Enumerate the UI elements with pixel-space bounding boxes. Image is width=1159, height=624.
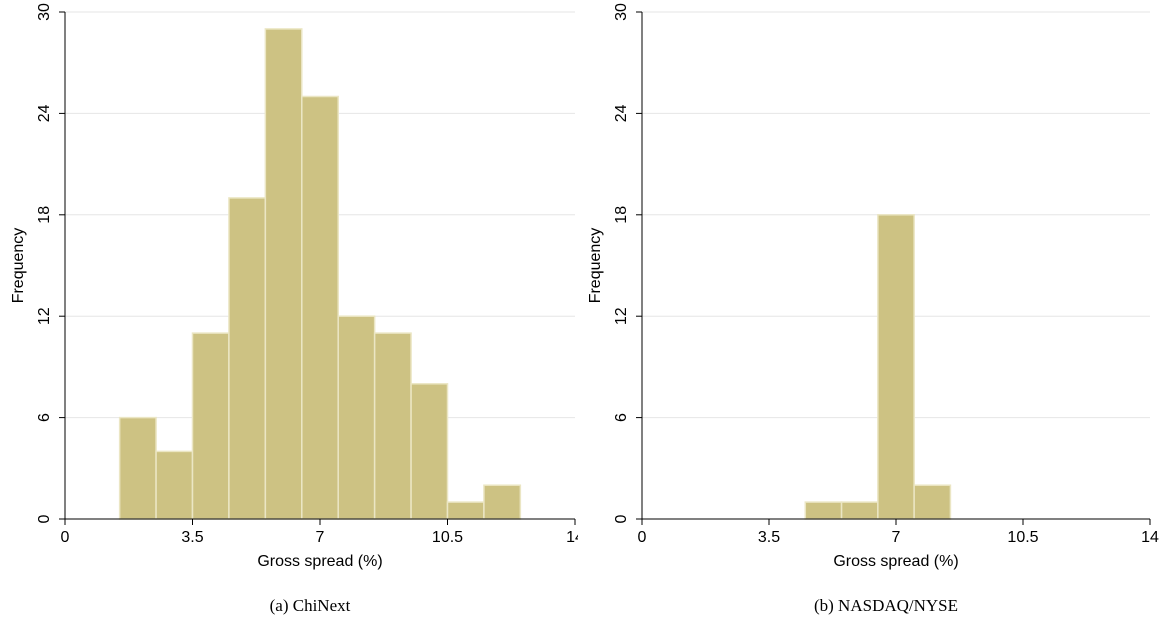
y-tick-label: 24 xyxy=(613,104,630,122)
bar xyxy=(913,484,952,520)
x-axis-label: Gross spread (%) xyxy=(833,553,958,570)
bar xyxy=(191,332,230,520)
x-tick-label: 10.5 xyxy=(432,529,463,546)
y-tick-label: 30 xyxy=(36,3,53,21)
y-tick-label: 18 xyxy=(36,206,53,224)
bar xyxy=(446,501,485,520)
y-tick-label: 24 xyxy=(36,104,53,122)
bar xyxy=(840,501,879,520)
panel: 0 6 12 18 24 30 0 3.5 7 10.5 14 Gross spread (%) Fre… xyxy=(10,3,584,615)
y-tick-label: 30 xyxy=(613,3,630,21)
caption: (b) NASDAQ/NYSE xyxy=(814,596,958,615)
bar xyxy=(373,332,412,520)
bar xyxy=(228,197,267,520)
x-tick-label: 7 xyxy=(892,529,901,546)
y-axis-label: Frequency xyxy=(587,228,604,304)
x-axis-label: Gross spread (%) xyxy=(257,553,382,570)
caption: (a) ChiNext xyxy=(270,596,351,615)
bar xyxy=(118,416,157,520)
y-tick-label: 0 xyxy=(36,514,53,523)
x-tick-label: 0 xyxy=(638,529,647,546)
bar xyxy=(337,315,376,520)
bar xyxy=(804,501,843,520)
bar xyxy=(410,383,449,520)
x-tick-label: 3.5 xyxy=(758,529,780,546)
x-tick-label: 14 xyxy=(1141,529,1159,546)
bar xyxy=(155,450,194,520)
bar xyxy=(877,214,915,520)
x-tick-label: 7 xyxy=(316,529,325,546)
y-tick-label: 6 xyxy=(613,413,630,422)
y-tick-label: 6 xyxy=(36,413,53,422)
x-tick-label: 0 xyxy=(61,529,70,546)
x-tick-label: 10.5 xyxy=(1007,529,1038,546)
bar xyxy=(483,484,522,520)
bar xyxy=(301,95,339,520)
y-axis-label: Frequency xyxy=(10,228,27,304)
y-tick-label: 0 xyxy=(613,514,630,523)
x-tick-label: 3.5 xyxy=(181,529,203,546)
y-tick-label: 12 xyxy=(613,307,630,325)
y-tick-label: 12 xyxy=(36,307,53,325)
x-tick-label: 14 xyxy=(566,529,584,546)
panel: 0 6 12 18 24 30 0 3.5 7 10.5 14 Gross spread (%) Fre… xyxy=(587,3,1159,615)
y-tick-label: 18 xyxy=(613,206,630,224)
bar xyxy=(264,28,303,520)
